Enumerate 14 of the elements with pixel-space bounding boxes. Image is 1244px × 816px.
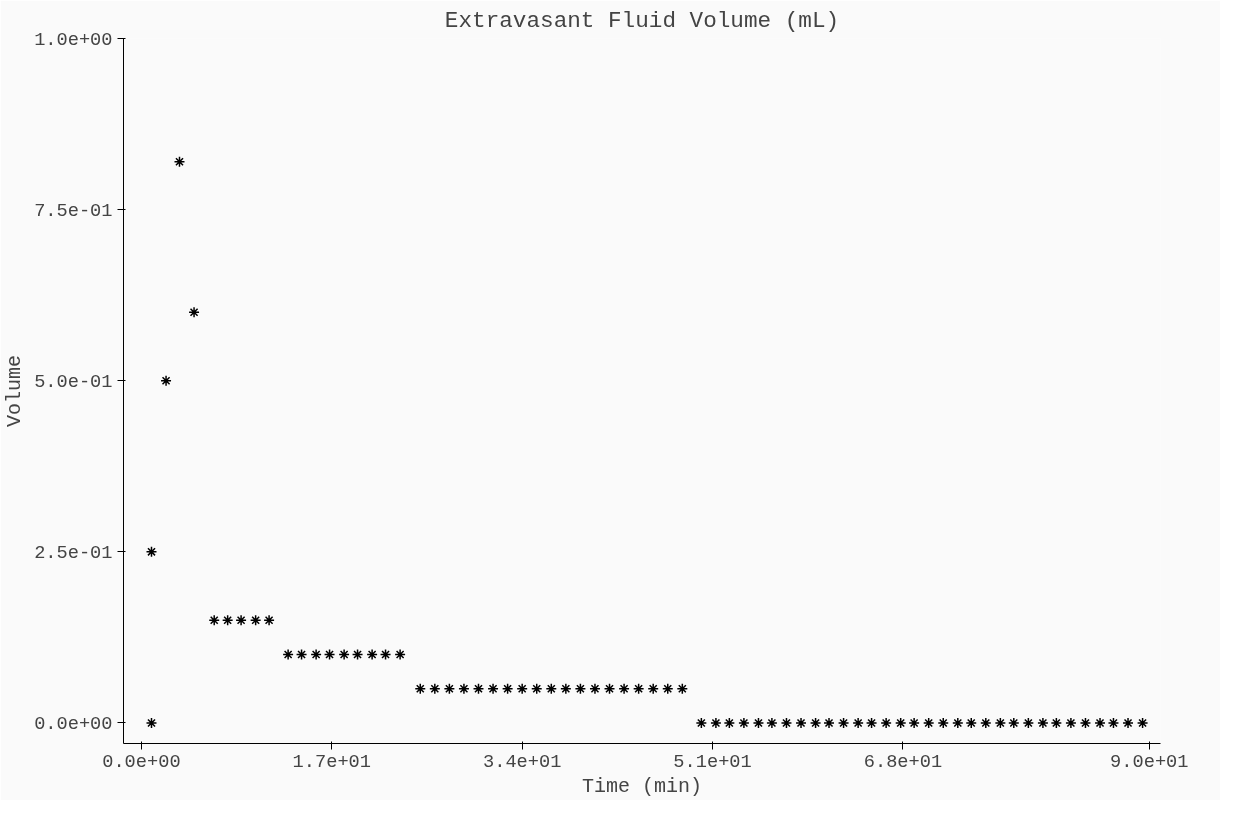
y-tick-label: 2.5e-01 (34, 541, 113, 564)
x-tick-label: 9.0e+01 (1110, 750, 1189, 773)
x-tick-label: 1.7e+01 (292, 750, 371, 773)
y-tick-label: 1.0e+00 (34, 28, 113, 51)
y-tick-label: 0.0e+00 (34, 712, 113, 735)
y-tick-label: 5.0e-01 (34, 370, 113, 393)
y-axis-title: Volume (3, 354, 27, 428)
x-tick-label: 0.0e+00 (102, 750, 181, 773)
x-tick-label: 3.4e+01 (482, 750, 562, 773)
x-tick-label: 6.8e+01 (863, 750, 943, 773)
x-tick-label: 5.1e+01 (673, 750, 752, 773)
x-axis-title: Time (min) (581, 774, 703, 798)
y-tick-label: 7.5e-01 (34, 199, 113, 222)
chart-title: Extravasant Fluid Volume (mL) (444, 7, 840, 34)
